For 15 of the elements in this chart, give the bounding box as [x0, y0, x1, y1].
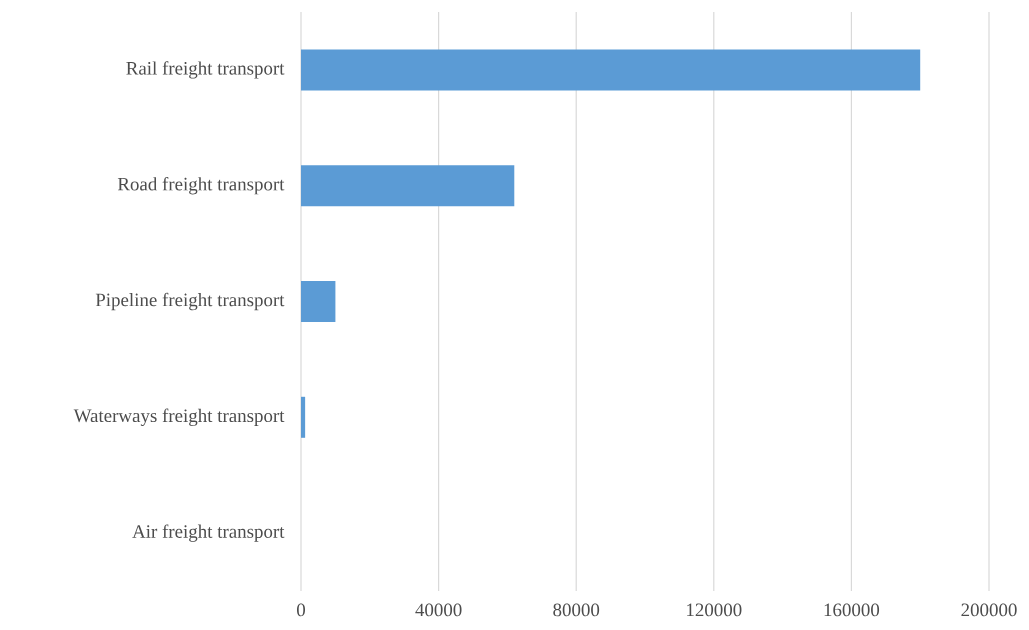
- x-tick-label: 160000: [824, 603, 880, 617]
- bar: [301, 49, 921, 91]
- y-tick-label: Air freight transport: [132, 524, 285, 542]
- y-tick-label: Waterways freight transport: [73, 408, 285, 426]
- x-tick-label: 0: [296, 603, 306, 617]
- y-tick-label: Rail freight transport: [126, 61, 285, 79]
- x-tick-label: 120000: [687, 603, 742, 617]
- x-tick-label: 40000: [415, 603, 462, 617]
- bar: [301, 280, 336, 322]
- bar: [301, 165, 515, 207]
- y-tick-label: Pipeline freight transport: [95, 292, 285, 311]
- x-tick-label: 200000: [961, 603, 1017, 617]
- x-tick-label: 80000: [553, 603, 600, 617]
- y-tick-label: Road freight transport: [117, 176, 285, 195]
- bar: [301, 396, 306, 438]
